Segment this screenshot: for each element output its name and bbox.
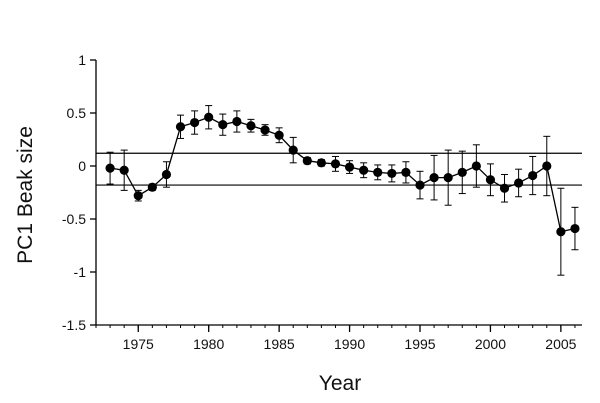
data-point [161, 169, 172, 180]
x-tick-label: 2005 [545, 336, 576, 352]
data-point [218, 120, 228, 130]
data-point [499, 183, 510, 193]
data-point [443, 173, 453, 183]
data-point [260, 125, 270, 135]
data-point [288, 145, 298, 155]
data-point [204, 112, 214, 122]
data-series [105, 105, 580, 276]
data-point [190, 117, 200, 128]
data-point [556, 227, 566, 237]
y-tick-label: 1 [78, 52, 86, 68]
data-point [471, 161, 481, 171]
x-axis-label: Year [319, 372, 361, 395]
data-point [105, 163, 115, 173]
x-tick-label: 1975 [123, 336, 154, 352]
data-point [542, 161, 552, 171]
x-tick-label: 1995 [404, 336, 435, 352]
x-tick-label: 1980 [193, 336, 224, 352]
data-point [359, 165, 369, 175]
data-point [570, 223, 580, 234]
reference-lines [96, 152, 582, 186]
y-tick-label: -1 [74, 264, 87, 280]
data-point [330, 159, 341, 169]
y-tick-label: 0.5 [67, 105, 87, 121]
data-point [119, 165, 129, 175]
data-point [147, 182, 157, 192]
axes [95, 60, 582, 326]
y-axis-label: PC1 Beak size [14, 126, 37, 264]
data-point [232, 116, 242, 127]
x-axis-ticks: 1975 1980 1985 1990 1995 2000 2005 [95, 325, 577, 352]
data-point [514, 178, 524, 188]
data-point [344, 162, 355, 172]
x-tick-label: 2000 [475, 336, 506, 352]
y-tick-label: -0.5 [62, 211, 86, 227]
data-point [316, 158, 326, 168]
y-tick-label: 0 [78, 158, 86, 174]
data-point [485, 175, 496, 185]
data-point [415, 180, 425, 190]
data-point [133, 191, 143, 201]
x-tick-label: 1990 [334, 336, 365, 352]
data-point [387, 168, 397, 179]
y-axis-ticks: 1 0.5 0 -0.5 -1 -1.5 [62, 52, 96, 333]
data-point [528, 170, 538, 181]
data-point [302, 156, 312, 166]
y-tick-label: -1.5 [62, 317, 86, 333]
data-point [373, 167, 383, 177]
data-point [429, 173, 439, 183]
data-point [457, 167, 467, 177]
series-line [109, 116, 576, 233]
data-point [401, 167, 411, 177]
data-point [246, 121, 256, 131]
data-point [274, 130, 284, 140]
x-tick-label: 1985 [264, 336, 295, 352]
data-point [175, 122, 186, 132]
